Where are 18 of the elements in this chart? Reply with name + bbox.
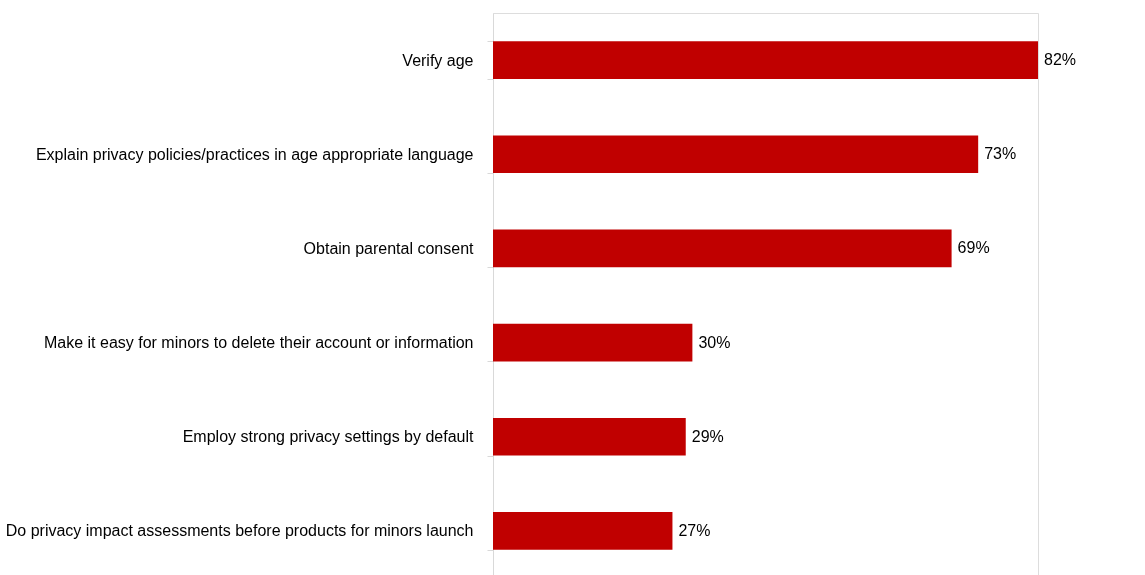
y-tick-label: Obtain parental consent <box>303 239 475 257</box>
data-label: 82% <box>1044 51 1077 69</box>
bar <box>493 41 1038 79</box>
y-tick-label: Employ strong privacy settings by default <box>182 428 475 446</box>
data-label: 27% <box>678 521 711 539</box>
y-tick-label: Explain privacy policies/practices in age appropriate language <box>35 145 474 163</box>
bar <box>493 417 686 456</box>
y-tick-label: Make it easy for minors to delete their account or information <box>43 334 474 352</box>
data-label: 73% <box>984 145 1017 163</box>
bar <box>493 229 952 268</box>
bar <box>493 135 979 174</box>
data-label: 29% <box>691 427 724 445</box>
bar <box>493 512 673 550</box>
data-label: 69% <box>957 239 990 257</box>
data-label: 30% <box>698 333 731 351</box>
bar <box>493 323 693 362</box>
y-tick-label: Verify age <box>402 51 474 69</box>
y-tick-label: Do privacy impact assessments before products for minors launch <box>5 522 474 540</box>
